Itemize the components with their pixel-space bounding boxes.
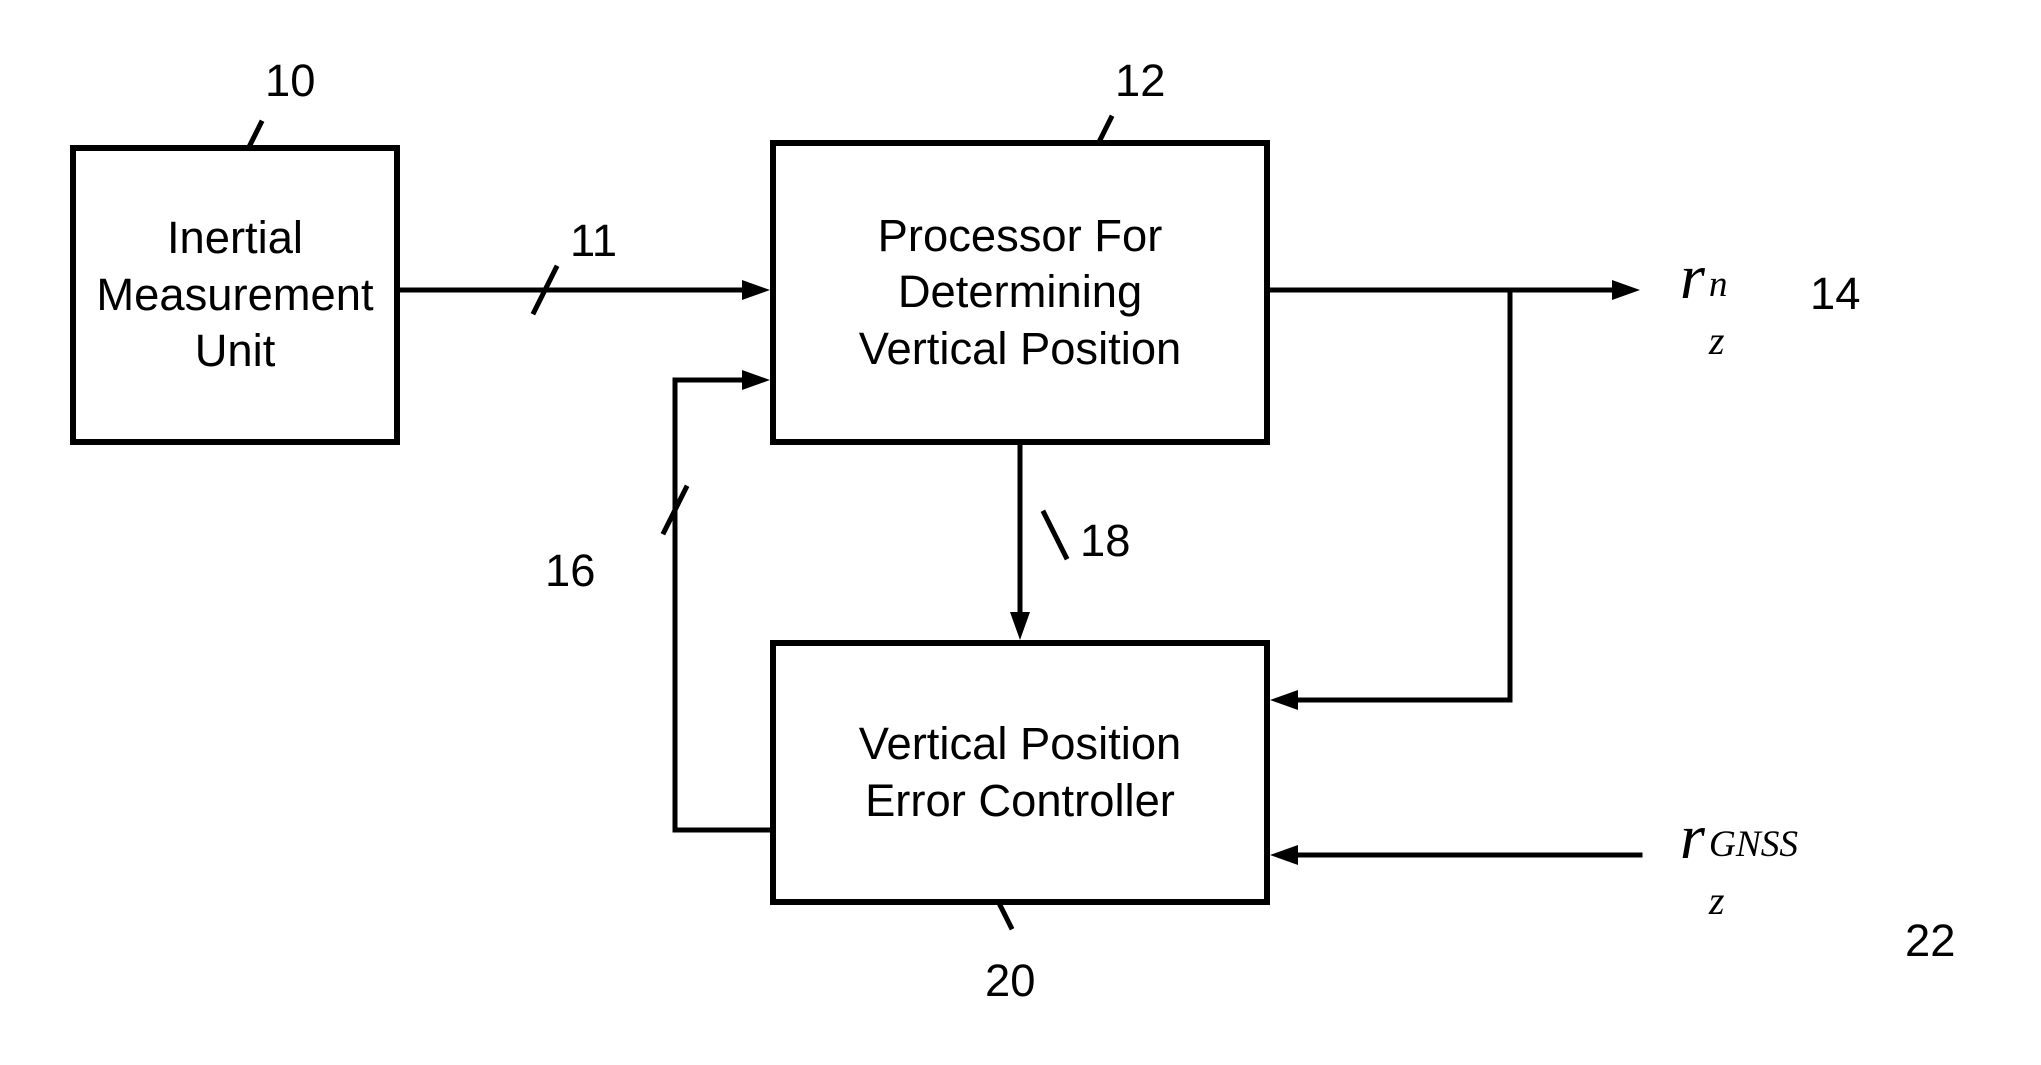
formula-rzn-base: r <box>1680 241 1705 312</box>
formula-rgnss-sub: z <box>1709 877 1725 924</box>
ref-label-14: 14 <box>1810 268 1860 320</box>
ref-label-12: 12 <box>1115 55 1165 107</box>
box-proc-label: Processor ForDeterminingVertical Positio… <box>859 208 1182 378</box>
formula-rgnss-sup: GNSS <box>1709 823 1798 866</box>
ref-label-10: 10 <box>265 55 315 107</box>
ref-label-22: 22 <box>1905 915 1955 967</box>
ref-label-20: 20 <box>985 955 1035 1007</box>
ref-label-16: 16 <box>545 545 595 597</box>
box-proc: Processor ForDeterminingVertical Positio… <box>770 140 1270 445</box>
box-vpec-label: Vertical PositionError Controller <box>859 716 1182 829</box>
formula-rzn-sup: n <box>1709 263 1728 306</box>
box-vpec: Vertical PositionError Controller <box>770 640 1270 905</box>
formula-rzn: rnz <box>1680 240 1705 314</box>
formula-rgnss-base: r <box>1680 801 1705 872</box>
diagram-stage: InertialMeasurementUnit Processor ForDete… <box>0 0 2041 1065</box>
formula-rzn-sub: z <box>1709 317 1725 364</box>
ref-label-18: 18 <box>1080 515 1130 567</box>
box-imu: InertialMeasurementUnit <box>70 145 400 445</box>
box-imu-label: InertialMeasurementUnit <box>96 210 373 380</box>
formula-rgnss: rGNSSz <box>1680 800 1705 874</box>
ref-label-11: 11 <box>570 215 617 267</box>
